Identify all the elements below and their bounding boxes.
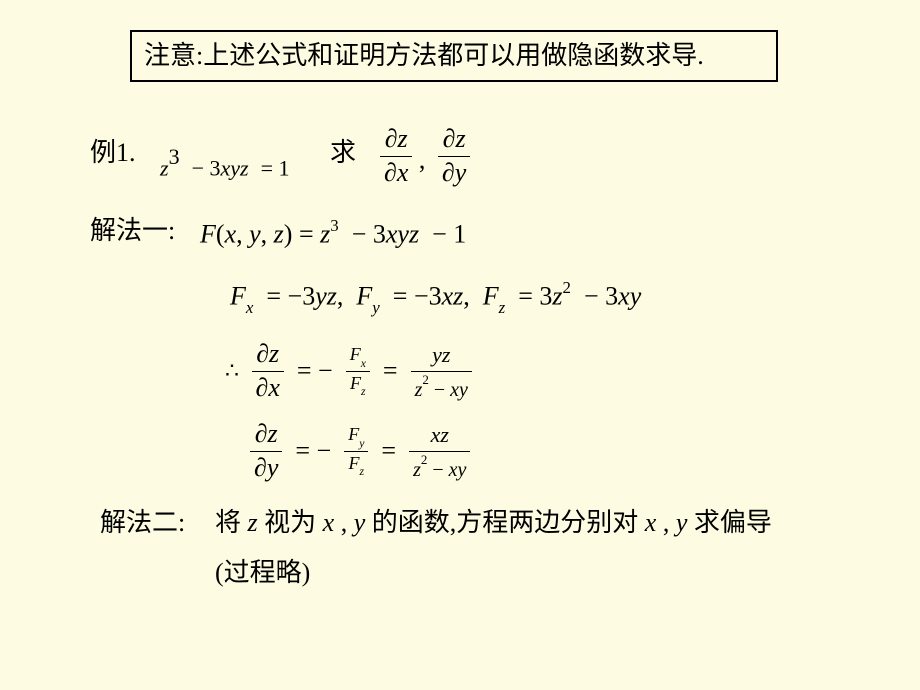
dz-dx-result: ∴ ∂z ∂x = − Fx Fz = yz z2 − xy xyxy=(225,340,472,402)
example-label: 例1. xyxy=(90,140,136,166)
m2-c2: , xyxy=(656,508,676,537)
method2-text: 将 z 视为 x , y 的函数,方程两边分别对 x , y 求偏导 xyxy=(215,510,772,536)
f-definition: F(x, y, z) = z3 − 3xyz − 1 xyxy=(200,220,466,248)
method2-label: 解法二: xyxy=(100,510,185,536)
method2-line2: (过程略) xyxy=(215,560,310,586)
dz-dy-result: ∂z ∂y = − Fy Fz = xz z2 − xy xyxy=(250,420,470,482)
dz-dx-target: ∂z ∂x , ∂z ∂y xyxy=(380,125,470,187)
m2-c1: , xyxy=(334,508,354,537)
note-box: 注意:上述公式和证明方法都可以用做隐函数求导. xyxy=(130,30,778,82)
m2-mid1: 视为 xyxy=(258,508,323,537)
method1-label: 解法一: xyxy=(90,218,175,244)
example-equation: z3 − 3xyz = 1 xyxy=(160,148,290,181)
m2-end: 求偏导 xyxy=(687,508,772,537)
m2-pre: 将 xyxy=(215,508,248,537)
partial-derivatives: Fx = −3yz, Fy = −3xz, Fz = 3z2 − 3xy xyxy=(230,282,641,315)
prompt-text: 求 xyxy=(330,140,356,166)
m2-mid2: 的函数,方程两边分别对 xyxy=(365,508,645,537)
